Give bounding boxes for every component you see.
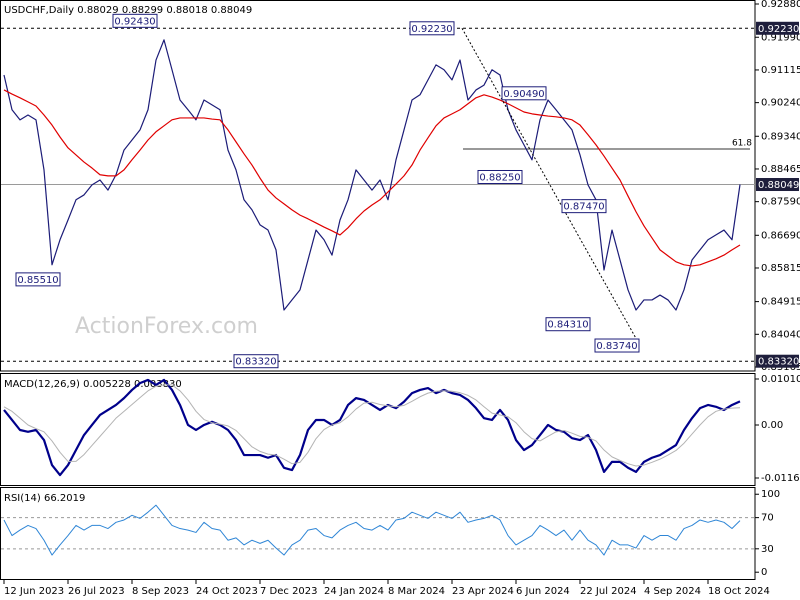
y-tick-label: 0.90240 [761,98,800,109]
y-tick-label: 0.84040 [761,329,800,340]
series-line [3,39,741,311]
y-tick-label: 70 [761,513,774,524]
price-marker [756,354,799,368]
annotation-label: 0.90490 [503,89,544,100]
y-tick-label: 30 [761,544,774,555]
x-tick-label: 24 Oct 2023 [196,586,258,597]
trend-line [461,28,641,346]
x-tick-label: 24 Jan 2024 [324,586,384,597]
y-tick-label: 0.92880 [761,0,800,10]
y-tick-label: 0.87590 [761,197,800,208]
annotation-box [233,354,279,369]
x-tick-label: 4 Sep 2024 [644,586,701,597]
y-tick-label: 0 [761,567,767,578]
annotation-label: 0.83740 [596,341,637,352]
y-tick-label: 0.00 [761,420,783,431]
annotation-label: 0.88250 [479,172,520,183]
price-panel [0,0,756,372]
y-tick-label: -0.011645 [761,473,800,484]
y-tick-label: 0.010101 [761,374,800,385]
y-tick-label: 0.84915 [761,297,800,308]
series-line [3,89,741,267]
x-tick-label: 26 Jul 2023 [68,586,125,597]
price-marker-label: 0.83320 [758,357,799,368]
x-tick-label: 8 Mar 2024 [388,586,445,597]
series-line [3,384,741,467]
y-tick-label: 0.89340 [761,131,800,142]
x-tick-label: 22 Jul 2024 [580,586,637,597]
annotation-label: 0.87470 [563,202,604,213]
fib-label: 61.8 [732,138,752,148]
y-tick-label: 100 [761,489,780,500]
annotation-box [477,169,523,184]
x-tick-label: 7 Dec 2023 [260,586,318,597]
annotation-label: 0.92230 [411,24,452,35]
x-tick-label: 8 Sep 2023 [132,586,189,597]
annotation-box [501,86,547,101]
annotation-box [15,272,61,287]
annotation-box [561,199,607,214]
price-marker [756,178,799,192]
annotation-label: 0.83320 [235,357,276,368]
y-tick-label: 0.91115 [761,65,800,76]
watermark: ActionForex.com [75,314,258,339]
x-tick-label: 6 Jun 2024 [516,586,570,597]
series-line [3,504,741,556]
annotation-box [409,21,455,36]
annotation-label: 0.85510 [17,275,58,286]
panel-title: RSI(14) 66.2019 [4,493,85,504]
y-tick-label: 0.85815 [761,263,800,274]
x-tick-label: 12 Jun 2023 [4,586,64,597]
y-tick-label: 0.91990 [761,32,800,43]
panel-title: MACD(12,26,9) 0.005228 0.003830 [4,379,182,390]
macd-panel [0,373,756,486]
price-marker [756,21,799,35]
annotation-label: 0.84310 [547,320,588,331]
price-marker-label: 0.88049 [758,180,799,191]
annotation-box [112,13,158,28]
rsi-panel [0,487,756,580]
price-marker-label: 0.92230 [758,24,799,35]
x-tick-label: 23 Apr 2024 [452,586,514,597]
y-tick-label: 0.88465 [761,164,800,175]
panel-title: USDCHF,Daily 0.88029 0.88299 0.88018 0.8… [4,5,252,16]
y-tick-label: 0.86690 [761,230,800,241]
annotation-label: 0.92430 [114,16,155,27]
x-tick-label: 18 Oct 2024 [708,586,770,597]
series-line [3,378,741,477]
annotation-box [594,338,640,353]
annotation-box [545,317,591,332]
